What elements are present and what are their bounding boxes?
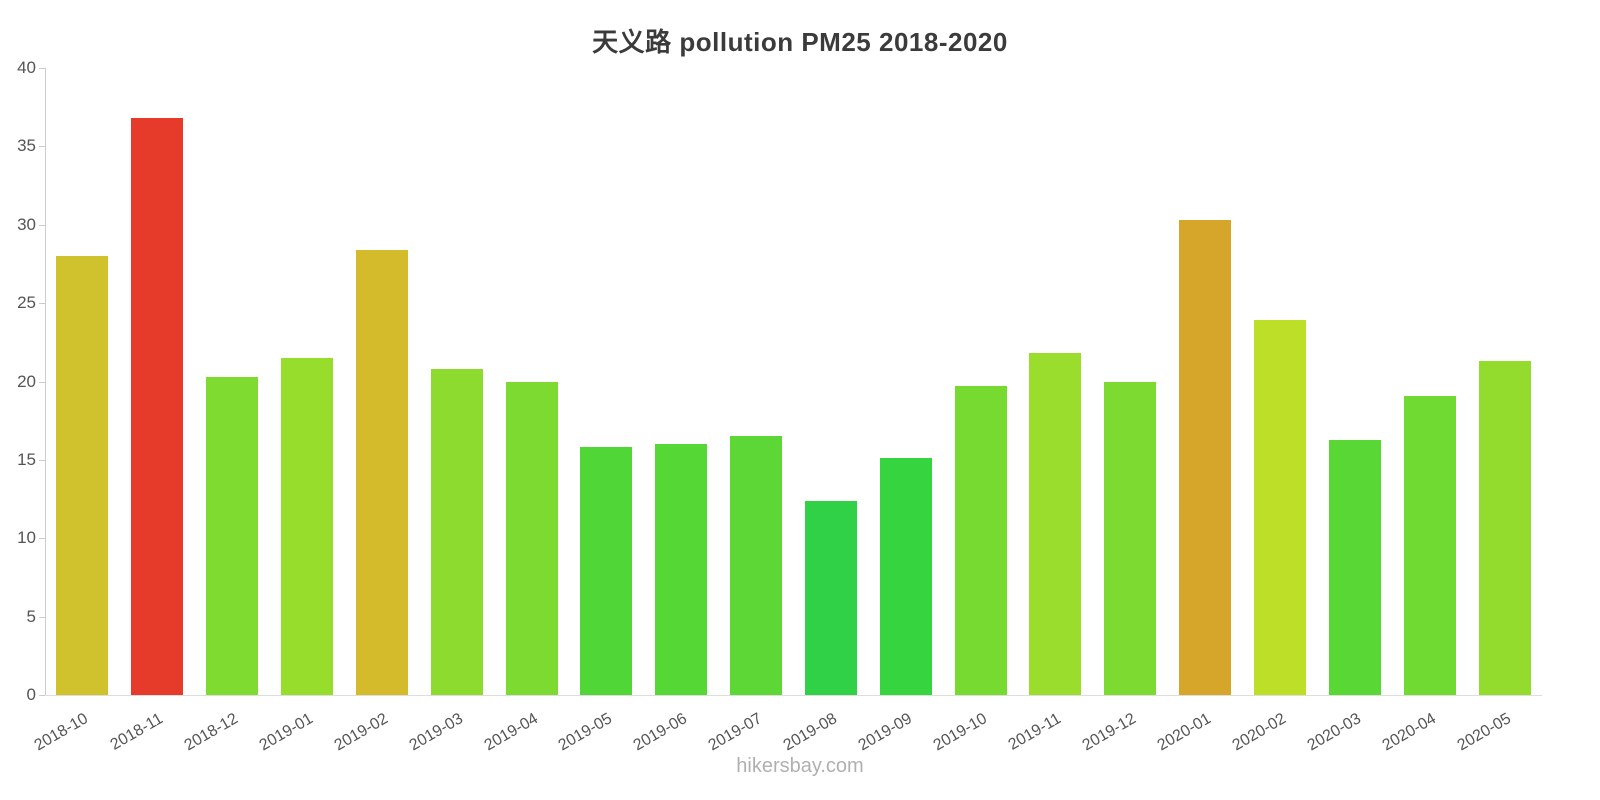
watermark-text: hikersbay.com (736, 755, 864, 777)
y-tick-mark (39, 459, 45, 461)
y-tick-mark (39, 695, 45, 696)
bar-2019-07[interactable] (730, 436, 783, 695)
bar-2018-10[interactable] (56, 256, 109, 695)
y-tick-mark (39, 381, 45, 383)
bar-2019-06[interactable] (655, 444, 708, 695)
y-tick-label-0: 0 (26, 685, 36, 704)
bar-2019-08[interactable] (804, 500, 857, 695)
y-tick-label-10: 10 (17, 528, 36, 548)
bar-2019-09[interactable] (879, 458, 932, 695)
bar-2019-02[interactable] (355, 249, 408, 695)
bar-2020-03[interactable] (1328, 439, 1381, 695)
bar-2020-05[interactable] (1478, 361, 1531, 695)
y-tick-label-35: 35 (17, 136, 36, 156)
bar-2019-01[interactable] (280, 358, 333, 695)
bar-2020-04[interactable] (1403, 395, 1456, 695)
bar-2019-11[interactable] (1029, 353, 1082, 695)
x-axis-line (45, 695, 1542, 696)
y-axis-line (45, 68, 46, 696)
y-tick-label-40: 40 (17, 58, 36, 77)
bar-2019-12[interactable] (1104, 381, 1157, 695)
y-tick-mark (39, 538, 45, 540)
bar-2018-12[interactable] (206, 376, 259, 695)
y-tick-label-25: 25 (17, 293, 36, 313)
bar-2019-05[interactable] (580, 447, 633, 695)
bar-2020-02[interactable] (1254, 320, 1307, 695)
y-tick-mark (39, 616, 45, 618)
plot-area: 2018-10 2018-11 2018-12 2019-01 2019-02 2019-… (32, 68, 1542, 754)
bar-2019-03[interactable] (430, 368, 483, 695)
bar-2020-01[interactable] (1179, 220, 1232, 695)
y-tick-label-30: 30 (17, 214, 36, 234)
bar-2019-04[interactable] (505, 381, 558, 695)
y-tick-label-5: 5 (26, 606, 36, 626)
y-tick-mark (39, 68, 45, 69)
bar-2019-10[interactable] (954, 386, 1007, 695)
y-tick-mark (39, 303, 45, 305)
y-tick-label-15: 15 (17, 449, 36, 469)
y-tick-mark (39, 146, 45, 148)
chart-title: 天义路 pollution PM25 2018-2020 (592, 27, 1008, 57)
bar-2018-11[interactable] (131, 118, 184, 695)
y-tick-label-20: 20 (17, 371, 36, 391)
y-tick-mark (39, 224, 45, 226)
